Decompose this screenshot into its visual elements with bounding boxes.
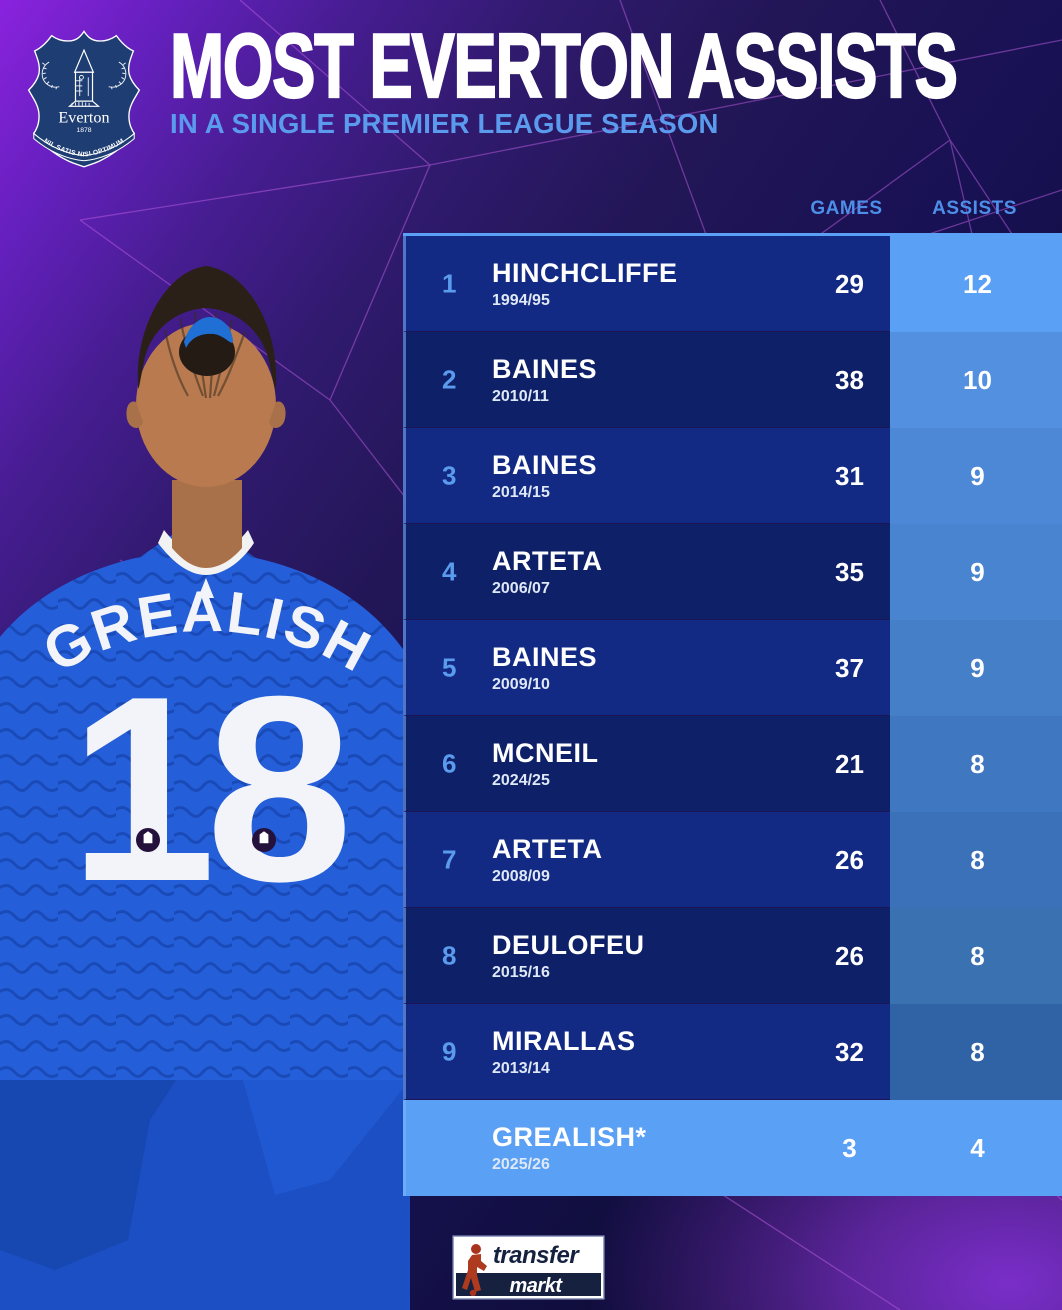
svg-text:1878: 1878 (76, 127, 91, 134)
svg-text:Everton: Everton (58, 109, 109, 126)
svg-text:18: 18 (69, 641, 346, 936)
